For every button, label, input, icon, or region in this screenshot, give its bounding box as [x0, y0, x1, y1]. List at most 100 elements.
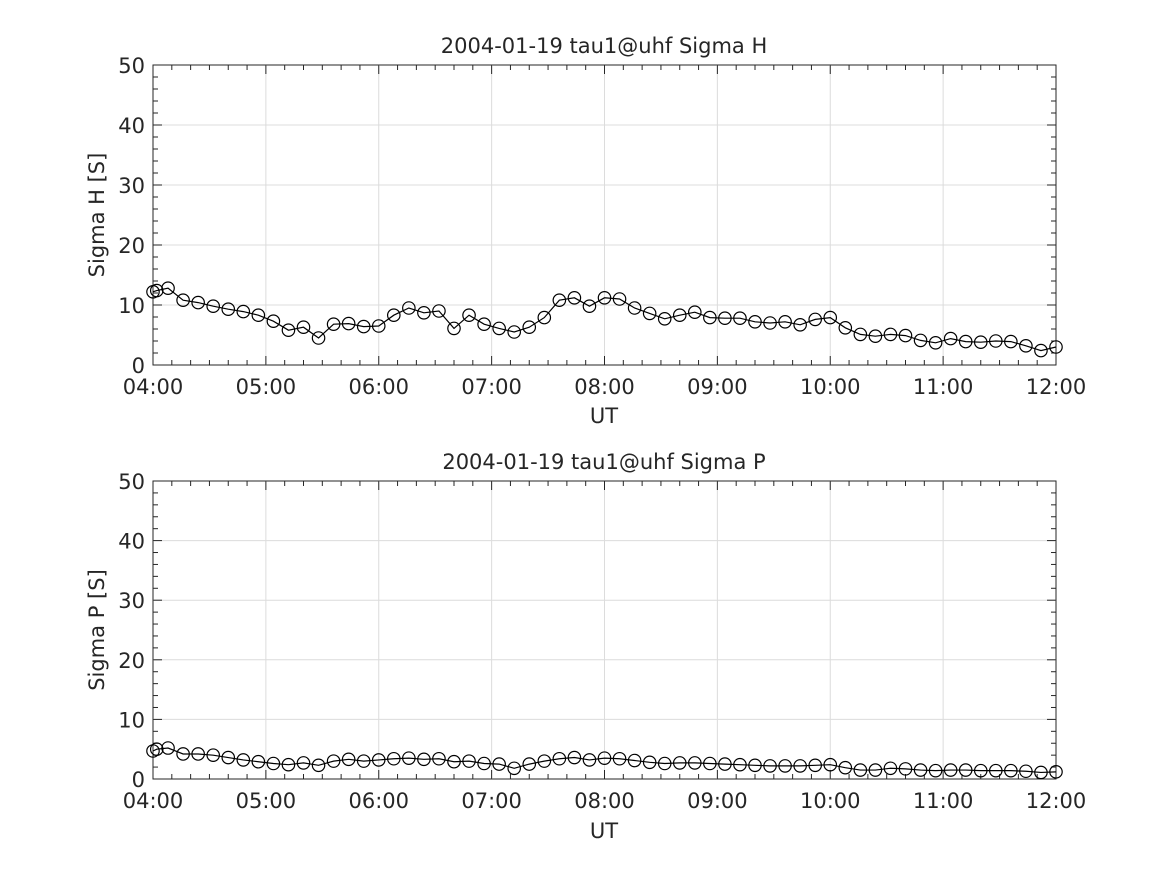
sigma-p-data-point — [838, 760, 853, 775]
sigma-p-x-tick-label: 11:00 — [913, 789, 974, 813]
sigma-h-data-point — [1049, 340, 1063, 354]
sigma-p-x-tick-label: 06:00 — [348, 789, 409, 813]
sigma-p-y-tick-label: 50 — [118, 470, 145, 494]
sigma-h-chart-title: 2004-01-19 tau1@uhf Sigma H — [441, 34, 767, 58]
sigma-h-data-point — [402, 301, 416, 315]
sigma-p-series-line — [152, 747, 1057, 774]
sigma-p-data-point — [898, 762, 913, 776]
sigma-h-data-point — [823, 310, 838, 325]
sigma-h-data-point — [161, 281, 175, 295]
sigma-h-data-point — [657, 311, 672, 326]
sigma-p-data-point — [657, 756, 672, 771]
sigma-h-data-point — [748, 314, 762, 329]
sigma-p-data-point — [492, 757, 506, 771]
sigma-p-data-points — [146, 741, 1063, 780]
sigma-p-data-point — [552, 751, 567, 766]
sigma-p-data-point — [266, 756, 281, 771]
sigma-h-data-point — [763, 316, 777, 330]
sigma-p-data-point — [537, 754, 552, 768]
sigma-p-x-tick-label: 10:00 — [800, 789, 861, 813]
sigma-p-data-point — [176, 747, 190, 761]
sigma-p-data-point — [973, 763, 988, 778]
sigma-p-data-point — [326, 754, 341, 768]
sigma-h-data-point — [642, 306, 657, 321]
sigma-h-data-point — [778, 314, 792, 329]
sigma-h-data-point — [718, 311, 732, 325]
sigma-h-x-tick-label: 10:00 — [800, 375, 861, 399]
sigma-h-y-tick-label: 10 — [118, 294, 145, 318]
sigma-p-y-tick-label: 30 — [118, 589, 145, 613]
sigma-h-data-point — [883, 327, 898, 342]
sigma-p-x-tick-label: 05:00 — [236, 789, 297, 813]
sigma-h-data-point — [612, 292, 627, 306]
sigma-h-y-tick-label: 0 — [132, 354, 145, 378]
sigma-h-data-point — [973, 335, 988, 349]
sigma-h-data-point — [266, 314, 281, 328]
sigma-p-data-point — [913, 763, 928, 777]
sigma-p-y-axis-label: Sigma P [S] — [85, 569, 109, 691]
sigma-p-data-point — [477, 756, 491, 771]
sigma-h-data-point — [928, 335, 943, 350]
sigma-p-data-point — [612, 751, 627, 766]
sigma-h-panel: 04:00 05:00 06:00 07:00 08:00 09:00 10:00 11:00… — [85, 34, 1086, 428]
sigma-h-data-point — [868, 329, 883, 343]
sigma-p-data-point — [356, 754, 371, 768]
sigma-h-data-point — [492, 321, 506, 336]
sigma-p-data-point — [808, 758, 822, 773]
sigma-p-x-tick-label: 04:00 — [123, 789, 184, 813]
sigma-p-data-point — [1034, 765, 1048, 780]
sigma-p-y-tick-label: 40 — [118, 530, 145, 554]
sigma-p-data-point — [402, 751, 416, 765]
sigma-h-data-point — [281, 323, 296, 337]
sigma-h-data-point — [988, 334, 1003, 348]
sigma-p-data-point — [703, 756, 717, 771]
sigma-h-data-points — [146, 281, 1063, 358]
sigma-p-data-point — [1049, 765, 1063, 779]
sigma-h-data-point — [793, 317, 807, 332]
sigma-h-x-tick-label: 06:00 — [348, 375, 409, 399]
sigma-p-data-point — [149, 742, 164, 756]
sigma-h-data-point — [326, 317, 341, 331]
sigma-p-data-point — [371, 753, 386, 767]
sigma-h-data-point — [1034, 343, 1048, 358]
sigma-h-x-tick-label: 05:00 — [236, 375, 297, 399]
sigma-h-data-point — [447, 321, 461, 336]
sigma-h-data-point — [251, 308, 266, 322]
sigma-h-x-tick-label: 09:00 — [687, 375, 748, 399]
sigma-p-data-point — [853, 763, 868, 777]
sigma-h-y-axis-label: Sigma H [S] — [85, 153, 109, 278]
sigma-h-data-point — [417, 305, 431, 320]
sigma-h-data-point — [191, 295, 205, 310]
sigma-h-y-tick-label: 30 — [118, 174, 145, 198]
sigma-h-data-point — [477, 317, 491, 331]
sigma-p-x-tick-label: 08:00 — [574, 789, 635, 813]
sigma-h-tick-labels: 04:00 05:00 06:00 07:00 08:00 09:00 10:00 11:00… — [118, 54, 1086, 399]
sigma-p-data-point — [823, 757, 838, 772]
sigma-p-data-point — [296, 756, 311, 770]
sigma-h-data-point — [672, 308, 687, 322]
sigma-h-y-tick-label: 20 — [118, 234, 145, 258]
sigma-h-data-point — [627, 301, 642, 315]
sigma-h-data-point — [733, 311, 747, 325]
sigma-h-x-tick-label: 04:00 — [123, 375, 184, 399]
sigma-p-data-point — [236, 753, 251, 767]
sigma-h-data-point — [913, 333, 928, 348]
sigma-h-data-point — [1004, 334, 1018, 349]
sigma-h-y-tick-label: 50 — [118, 54, 145, 78]
sigma-h-data-point — [838, 320, 853, 335]
sigma-p-x-tick-label: 07:00 — [461, 789, 522, 813]
sigma-p-data-point — [687, 756, 702, 770]
sigma-p-data-point — [928, 763, 943, 778]
sigma-p-data-point — [1019, 764, 1033, 779]
sigma-p-chart-title: 2004-01-19 tau1@uhf Sigma P — [442, 450, 765, 474]
sigma-h-data-point — [552, 293, 567, 307]
sigma-h-data-point — [386, 308, 401, 322]
sigma-h-x-tick-label: 12:00 — [1026, 375, 1087, 399]
sigma-h-data-point — [311, 331, 326, 345]
sigma-p-data-point — [943, 763, 958, 777]
sigma-h-data-point — [1019, 338, 1033, 353]
sigma-p-data-point — [718, 757, 732, 771]
sigma-h-data-point — [371, 319, 386, 333]
sigma-h-x-tick-label: 07:00 — [461, 375, 522, 399]
sigma-h-data-point — [853, 327, 868, 342]
